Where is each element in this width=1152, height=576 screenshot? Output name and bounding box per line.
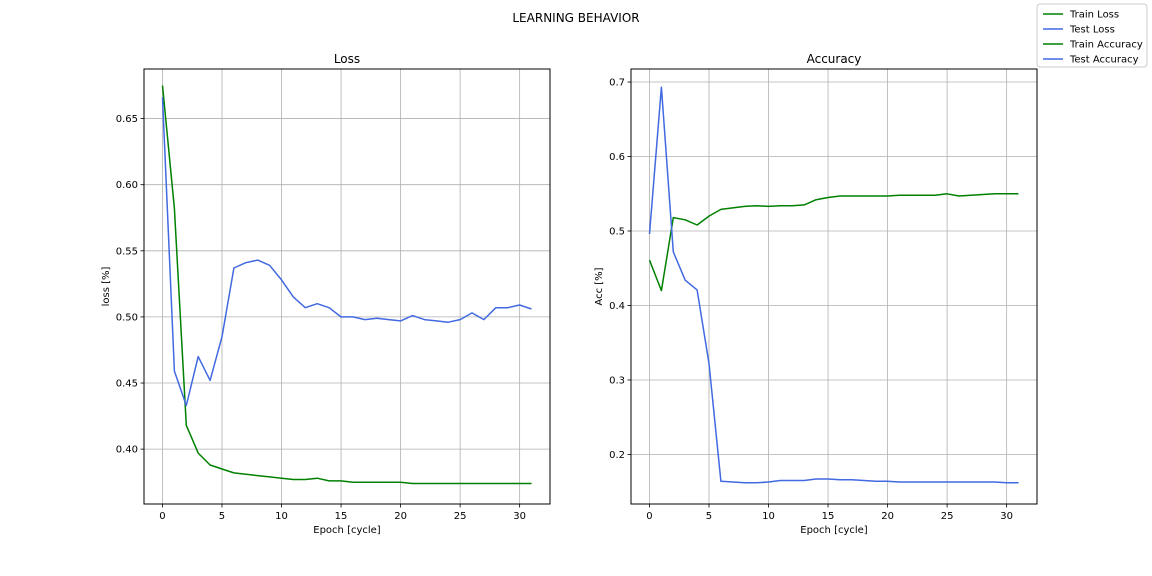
loss-x-tick-label: 10 — [275, 511, 288, 522]
accuracy-x-tick-label: 10 — [762, 511, 775, 522]
accuracy-y-tick-label: 0.6 — [609, 152, 625, 163]
loss-plot: Loss 0 5 10 15 20 25 30 0.400.450.500.550.600.… — [101, 52, 551, 536]
loss-x-tick-label: 30 — [513, 511, 526, 522]
loss-plot-lines — [161, 85, 532, 485]
accuracy-x-tick-label: 15 — [822, 511, 835, 522]
accuracy-y-tick-label: 0.2 — [609, 450, 625, 461]
legend-train-loss-label: Train Loss — [1069, 10, 1119, 21]
loss-x-tick-label: 5 — [219, 511, 225, 522]
loss-x-tick-label: 0 — [159, 511, 165, 522]
test-loss-line — [161, 97, 532, 407]
loss-y-axis-label: loss [%] — [101, 267, 112, 307]
loss-x-tick-label: 15 — [335, 511, 348, 522]
loss-plot-frame — [143, 68, 551, 505]
legend-items: Train Loss Test Loss Train Accuracy Test Ac… — [1043, 10, 1143, 66]
loss-y-tick-label: 0.60 — [116, 180, 138, 191]
legend-test-loss-label: Test Loss — [1069, 25, 1115, 36]
accuracy-x-ticks: 0 5 10 15 20 25 30 — [646, 504, 1013, 522]
accuracy-x-tick-label: 5 — [706, 511, 712, 522]
figure-title: LEARNING BEHAVIOR — [512, 11, 639, 25]
legend-train-accuracy-label: Train Accuracy — [1069, 40, 1143, 51]
train-loss-line — [161, 85, 532, 485]
accuracy-y-ticks: 0.2 0.3 0.4 0.5 0.6 0.7 — [609, 78, 631, 461]
accuracy-x-tick-label: 25 — [941, 511, 954, 522]
accuracy-y-tick-label: 0.7 — [609, 78, 625, 89]
accuracy-x-tick-label: 30 — [1000, 511, 1013, 522]
loss-x-ticks: 0 5 10 15 20 25 30 — [159, 504, 526, 522]
accuracy-plot-grid — [631, 69, 1037, 504]
accuracy-y-tick-label: 0.4 — [609, 301, 625, 312]
loss-y-tick-label: 0.65 — [116, 114, 138, 125]
accuracy-x-tick-label: 0 — [646, 511, 652, 522]
loss-x-tick-label: 25 — [454, 511, 467, 522]
loss-x-tick-label: 20 — [394, 511, 407, 522]
accuracy-x-axis-label: Epoch [cycle] — [800, 525, 868, 536]
accuracy-plot-lines — [648, 86, 1019, 484]
accuracy-x-tick-label: 20 — [881, 511, 894, 522]
loss-y-tick-label: 0.40 — [116, 445, 138, 456]
accuracy-y-tick-label: 0.3 — [609, 375, 625, 386]
accuracy-plot-title: Accuracy — [807, 52, 862, 66]
train-accuracy-line — [648, 193, 1019, 292]
loss-plot-title: Loss — [334, 52, 360, 66]
legend-box — [1036, 3, 1148, 68]
accuracy-plot: Accuracy 0 5 10 15 20 25 30 0.2 0.3 0.4 0.5 0.6 0.7… — [594, 52, 1038, 536]
accuracy-plot-frame — [630, 68, 1038, 505]
test-accuracy-line — [648, 86, 1019, 484]
loss-x-axis-label: Epoch [cycle] — [313, 525, 381, 536]
legend-test-accuracy-label: Test Accuracy — [1069, 55, 1139, 66]
accuracy-y-tick-label: 0.5 — [609, 227, 625, 238]
legend: Train Loss Test Loss Train Accuracy Test Ac… — [1036, 3, 1148, 68]
loss-y-tick-label: 0.50 — [116, 312, 138, 323]
loss-y-tick-label: 0.45 — [116, 379, 138, 390]
loss-y-tick-label: 0.55 — [116, 246, 138, 257]
accuracy-y-axis-label: Acc [%] — [594, 267, 605, 305]
loss-y-ticks: 0.40 0.45 0.50 0.55 0.60 0.65 — [116, 114, 144, 456]
